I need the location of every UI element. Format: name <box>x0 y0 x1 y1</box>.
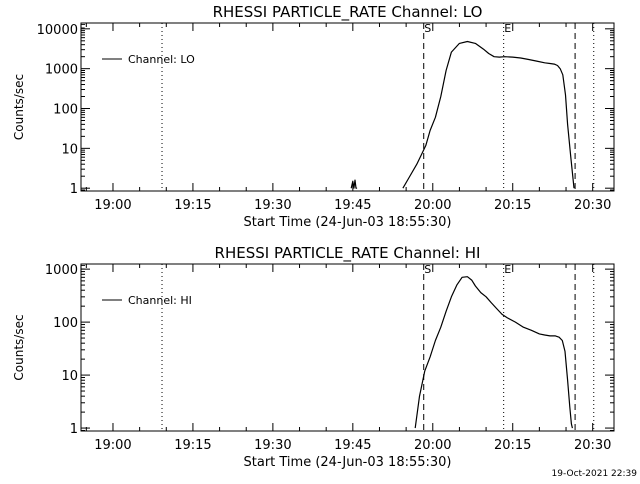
y-tick-label: 1000 <box>45 63 78 78</box>
chart-title: RHESSI PARTICLE_RATE Channel: LO <box>213 3 483 22</box>
x-tick-label: 19:00 <box>94 198 131 213</box>
x-tick-label: 19:30 <box>254 438 291 453</box>
y-tick-label: 10 <box>61 142 78 157</box>
plot-frame <box>80 263 615 432</box>
x-tick-label: 20:30 <box>574 198 611 213</box>
event-marker-label: S <box>424 263 431 276</box>
x-tick-label: 19:45 <box>334 438 371 453</box>
event-marker-label: E <box>504 22 511 35</box>
y-tick-label: 10 <box>61 369 78 384</box>
x-tick-label: 20:30 <box>574 438 611 453</box>
event-marker-label: S <box>424 22 431 35</box>
event-marker-label: F <box>79 263 85 276</box>
x-axis-label: Start Time (24-Jun-03 18:55:30) <box>244 455 452 470</box>
legend-entry-label: Channel: HI <box>128 294 192 307</box>
y-tick-label: 1 <box>70 182 78 197</box>
x-axis-label: Start Time (24-Jun-03 18:55:30) <box>244 215 452 230</box>
x-tick-label: 19:15 <box>174 198 211 213</box>
y-axis-label: Counts/sec <box>12 74 26 140</box>
x-tick-label: 19:45 <box>334 198 371 213</box>
x-tick-label: 19:15 <box>174 438 211 453</box>
y-tick-label: 100 <box>53 103 78 118</box>
y-axis-label: Counts/sec <box>12 314 26 380</box>
series-line <box>414 276 573 429</box>
x-tick-label: 20:15 <box>494 198 531 213</box>
x-tick-label: 20:00 <box>414 198 451 213</box>
legend-entry-label: Channel: LO <box>128 53 195 66</box>
event-marker-label: F <box>79 22 85 35</box>
footer-timestamp: 19-Oct-2021 22:39 <box>551 469 637 479</box>
y-tick-label: 10000 <box>37 23 78 38</box>
x-tick-label: 20:15 <box>494 438 531 453</box>
x-tick-label: 19:00 <box>94 438 131 453</box>
x-tick-label: 20:00 <box>414 438 451 453</box>
series-line <box>350 179 358 189</box>
chart-title: RHESSI PARTICLE_RATE Channel: HI <box>215 244 481 263</box>
y-tick-label: 100 <box>53 316 78 331</box>
y-tick-label: 1000 <box>45 263 78 278</box>
series-line <box>402 40 575 189</box>
chart-panel-0: RHESSI PARTICLE_RATE Channel: LO Counts/s… <box>12 3 615 230</box>
y-tick-label: 1 <box>70 422 78 437</box>
plot-frame <box>80 22 615 192</box>
event-marker-label: E <box>504 263 511 276</box>
x-tick-label: 19:30 <box>254 198 291 213</box>
chart-panel-1: RHESSI PARTICLE_RATE Channel: HI Counts/s… <box>12 244 615 470</box>
